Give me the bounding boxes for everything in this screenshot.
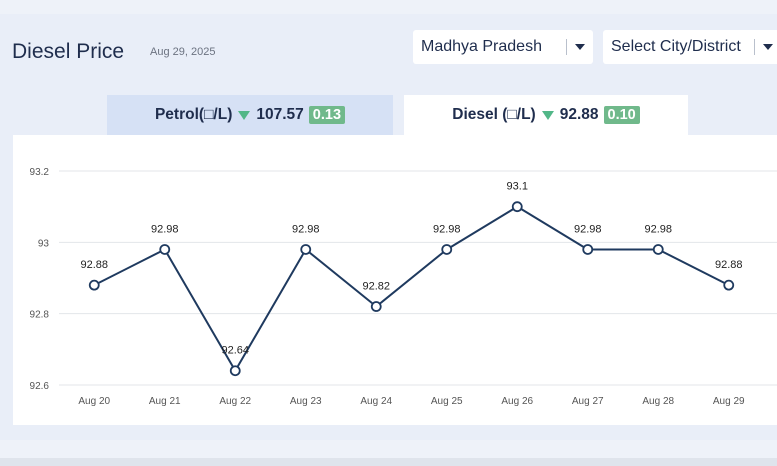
data-point	[511, 201, 523, 213]
data-point	[441, 244, 453, 255]
data-point	[88, 279, 100, 291]
data-label: 92.98	[151, 223, 179, 235]
chevron-down-icon[interactable]	[763, 44, 773, 50]
data-point	[159, 244, 171, 255]
tab-petrol-change-badge: 0.13	[308, 106, 346, 124]
data-point	[370, 301, 382, 312]
state-select[interactable]: Madhya Pradesh	[413, 30, 593, 64]
data-point	[582, 244, 594, 255]
x-tick-label: Aug 21	[149, 396, 181, 407]
tab-petrol-price: 107.57	[256, 106, 304, 123]
page-title: Diesel Price	[12, 40, 125, 63]
x-tick-label: Aug 27	[572, 396, 604, 407]
tab-petrol[interactable]: Petrol(□/L) 107.57 0.13	[107, 95, 393, 135]
x-tick-label: Aug 29	[713, 396, 745, 407]
x-tick-label: Aug 22	[219, 396, 251, 407]
data-label: 92.98	[433, 223, 461, 235]
data-label: 92.98	[574, 223, 602, 235]
y-tick-label: 92.8	[30, 310, 50, 321]
state-select-value: Madhya Pradesh	[421, 38, 542, 55]
select-divider	[566, 39, 567, 55]
data-point	[723, 279, 735, 291]
x-tick-label: Aug 20	[78, 396, 110, 407]
y-tick-label: 93	[38, 238, 50, 249]
select-divider	[754, 39, 755, 55]
data-label: 92.88	[715, 259, 743, 271]
tab-petrol-label: Petrol(□/L)	[154, 106, 233, 123]
data-point	[229, 365, 241, 377]
bottom-divider	[0, 458, 777, 466]
data-label: 92.98	[644, 223, 672, 235]
diesel-price-line-chart: 92.6 92.8 93 93.2 Aug 20 Aug 21 Aug 22 Aug 23 Au…	[30, 167, 777, 407]
tab-diesel-price: 92.88	[559, 106, 599, 123]
data-label: 92.88	[80, 259, 108, 271]
x-tick-label: Aug 26	[501, 396, 533, 407]
city-select[interactable]: Select City/District	[603, 30, 777, 64]
price-date: Aug 29, 2025	[150, 46, 216, 58]
diesel-price-line	[93, 205, 730, 372]
tab-diesel[interactable]: Diesel (□/L) 92.88 0.10	[404, 95, 688, 135]
x-tick-label: Aug 24	[360, 396, 392, 407]
data-label: 92.82	[362, 281, 390, 293]
x-tick-label: Aug 23	[290, 396, 322, 407]
data-point	[652, 244, 664, 255]
data-label: 92.64	[221, 345, 249, 357]
x-tick-label: Aug 28	[642, 396, 674, 407]
data-label: 92.98	[292, 223, 320, 235]
y-tick-label: 92.6	[30, 381, 50, 392]
price-down-icon	[541, 110, 554, 120]
data-point	[300, 244, 312, 255]
tab-diesel-label: Diesel (□/L)	[452, 106, 536, 123]
chart-panel: 92.6 92.8 93 93.2 Aug 20 Aug 21 Aug 22 Aug 23 Au…	[13, 135, 777, 425]
data-label: 93.1	[507, 181, 528, 193]
city-select-value: Select City/District	[611, 38, 741, 55]
tab-diesel-change-badge: 0.10	[603, 106, 640, 124]
chevron-down-icon[interactable]	[575, 44, 585, 50]
x-tick-label: Aug 25	[431, 396, 463, 407]
price-down-icon	[238, 110, 251, 120]
y-tick-label: 93.2	[30, 167, 50, 178]
